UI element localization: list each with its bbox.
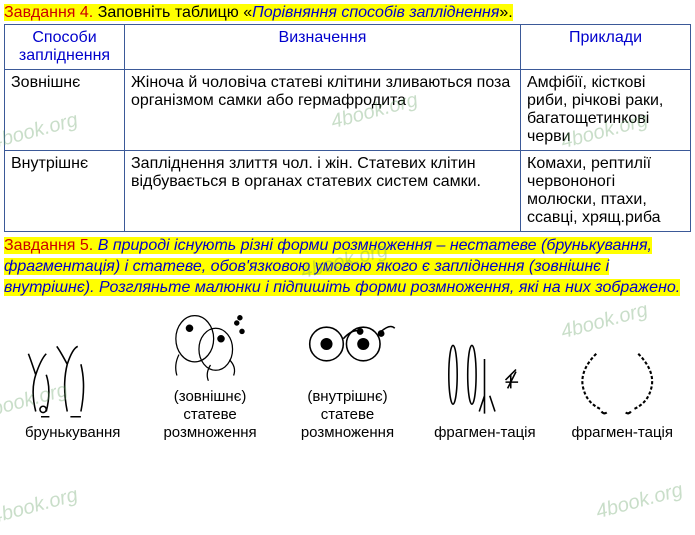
table-header-row: Способи запліднення Визначення Приклади [5, 25, 691, 70]
header-col3: Приклади [521, 25, 691, 70]
task4-instruction-plain: Заповніть таблицю « [93, 4, 252, 21]
image-cell-3: фрагмен-тація [420, 340, 550, 442]
caption-3: фрагмен-тація [434, 424, 536, 442]
watermark: 4book.org [594, 479, 686, 524]
task5-text: В природі існують різні форми розмноженн… [4, 237, 680, 296]
cell-definition-0: Жіноча й чоловіча статеві клітини зливаю… [125, 70, 521, 151]
task4-instruction-italic: Порівняння способів запліднення [252, 4, 499, 21]
caption-2: (внутрішнє) статеве розмноження [282, 388, 412, 442]
header-col1: Способи запліднення [5, 25, 125, 70]
task5-label: Завдання 5. [4, 237, 93, 254]
images-row: брунькування (зовнішнє) статеве розмноже… [4, 304, 691, 442]
cell-method-0: Зовнішнє [5, 70, 125, 151]
caption-4: фрагмен-тація [571, 424, 673, 442]
task4-instruction-end: ». [499, 4, 512, 21]
cell-definition-1: Запліднення злиття чол. і жін. Статевих … [125, 151, 521, 232]
header-col2: Визначення [125, 25, 521, 70]
image-cell-0: брунькування [8, 340, 138, 442]
table-row: Зовнішнє Жіноча й чоловіча статеві кліти… [5, 70, 691, 151]
caption-0: брунькування [25, 424, 120, 442]
watermark: 4book.org [0, 484, 80, 529]
image-fragmentation-1 [432, 340, 537, 420]
caption-1: (зовнішнє) статеве розмноження [145, 388, 275, 442]
cell-examples-0: Амфібії, кісткові риби, річкові раки, ба… [521, 70, 691, 151]
image-external-fert [158, 304, 263, 384]
image-internal-fert [295, 304, 400, 384]
image-cell-2: (внутрішнє) статеве розмноження [282, 304, 412, 442]
image-cell-1: (зовнішнє) статеве розмноження [145, 304, 275, 442]
cell-examples-1: Комахи, рептилії червононогі молюски, пт… [521, 151, 691, 232]
image-fragmentation-2 [570, 340, 675, 420]
task4-label: Завдання 4. [4, 4, 93, 21]
task5-header: Завдання 5. В природі існують різні форм… [4, 236, 691, 298]
table-row: Внутрішнє Запліднення злиття чол. і жін.… [5, 151, 691, 232]
image-budding [20, 340, 125, 420]
cell-method-1: Внутрішнє [5, 151, 125, 232]
image-cell-4: фрагмен-тація [557, 340, 687, 442]
task4-header: Завдання 4. Заповніть таблицю «Порівнянн… [4, 4, 691, 22]
comparison-table: Способи запліднення Визначення Приклади … [4, 24, 691, 232]
